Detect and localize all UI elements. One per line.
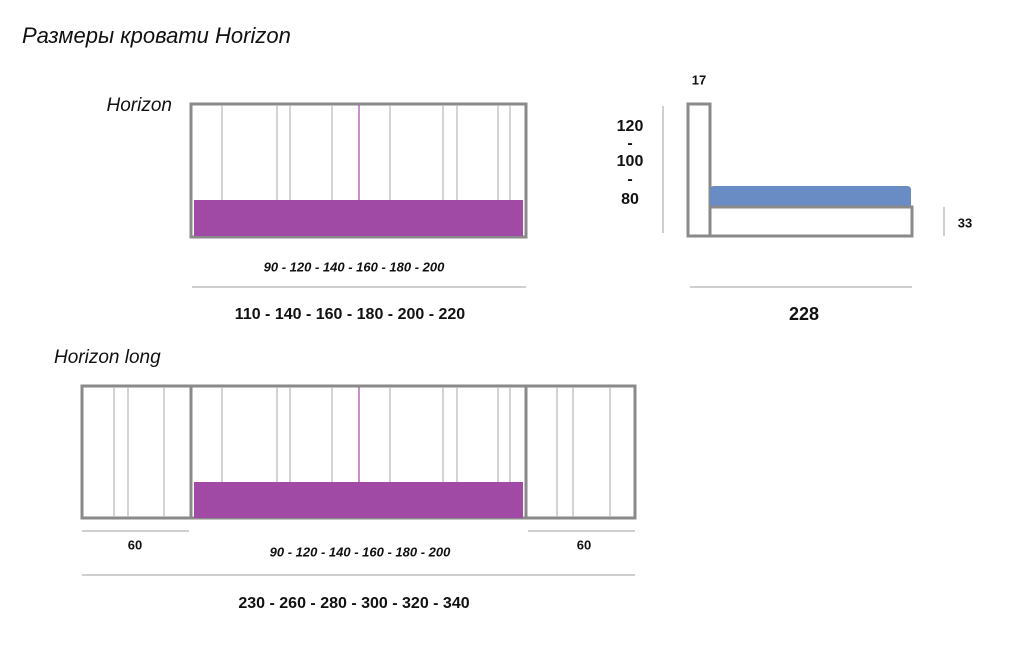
mattress-widths: 90 - 120 - 140 - 160 - 180 - 200 xyxy=(264,259,445,274)
model-label: Horizon xyxy=(107,95,172,116)
height-sep: - xyxy=(627,171,632,188)
height: 80 xyxy=(621,191,639,208)
model-label: Horizon long xyxy=(54,347,161,368)
length: 228 xyxy=(789,304,819,324)
height: 100 xyxy=(617,153,644,170)
base-height: 33 xyxy=(958,215,972,230)
bed-front xyxy=(189,102,528,239)
mattress-widths: 90 - 120 - 140 - 160 - 180 - 200 xyxy=(270,544,451,559)
headboard-thickness: 17 xyxy=(692,72,706,87)
title: Размеры кровати Horizon xyxy=(22,23,291,48)
bed-side xyxy=(686,102,914,238)
overall-widths: 110 - 140 - 160 - 180 - 200 - 220 xyxy=(235,306,465,323)
panel-width: 60 xyxy=(128,537,142,552)
panel-width: 60 xyxy=(577,537,591,552)
bed-long-front xyxy=(80,384,637,520)
height: 120 xyxy=(617,118,644,135)
overall-widths: 230 - 260 - 280 - 300 - 320 - 340 xyxy=(238,595,469,612)
height-sep: - xyxy=(627,135,632,152)
